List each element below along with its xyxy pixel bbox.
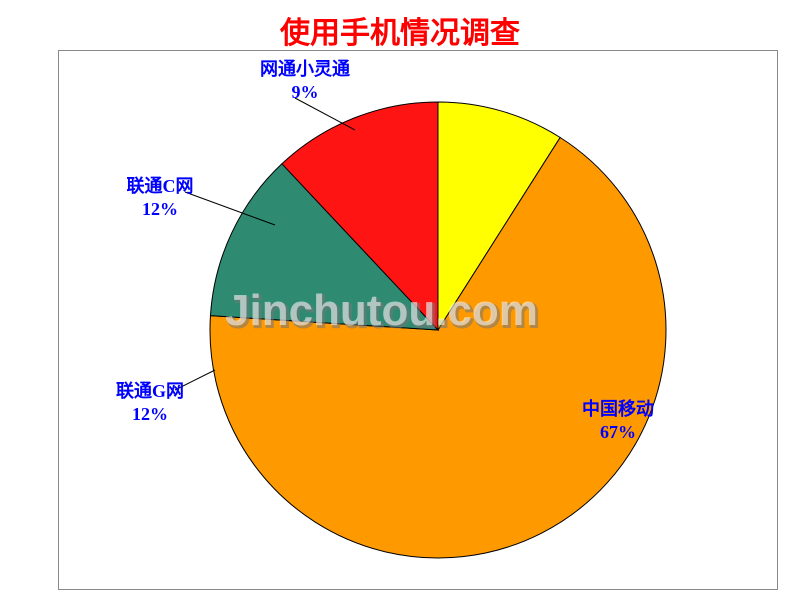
- slice-label-3-name: 联通C网: [100, 175, 220, 198]
- page-root: 使用手机情况调查 网通小灵通 9% 中国移动 67% 联通G网 12% 联通C网…: [0, 0, 800, 600]
- slice-label-0: 网通小灵通 9%: [230, 58, 380, 103]
- pie-chart: [0, 0, 800, 600]
- slice-label-2-pct: 12%: [90, 403, 210, 426]
- slice-label-1-name: 中国移动: [548, 398, 688, 421]
- slice-label-3-pct: 12%: [100, 198, 220, 221]
- slice-label-0-name: 网通小灵通: [230, 58, 380, 81]
- slice-label-0-pct: 9%: [230, 81, 380, 104]
- slice-label-3: 联通C网 12%: [100, 175, 220, 220]
- slice-label-1-pct: 67%: [548, 421, 688, 444]
- slice-label-2: 联通G网 12%: [90, 380, 210, 425]
- slice-label-1: 中国移动 67%: [548, 398, 688, 443]
- slice-label-2-name: 联通G网: [90, 380, 210, 403]
